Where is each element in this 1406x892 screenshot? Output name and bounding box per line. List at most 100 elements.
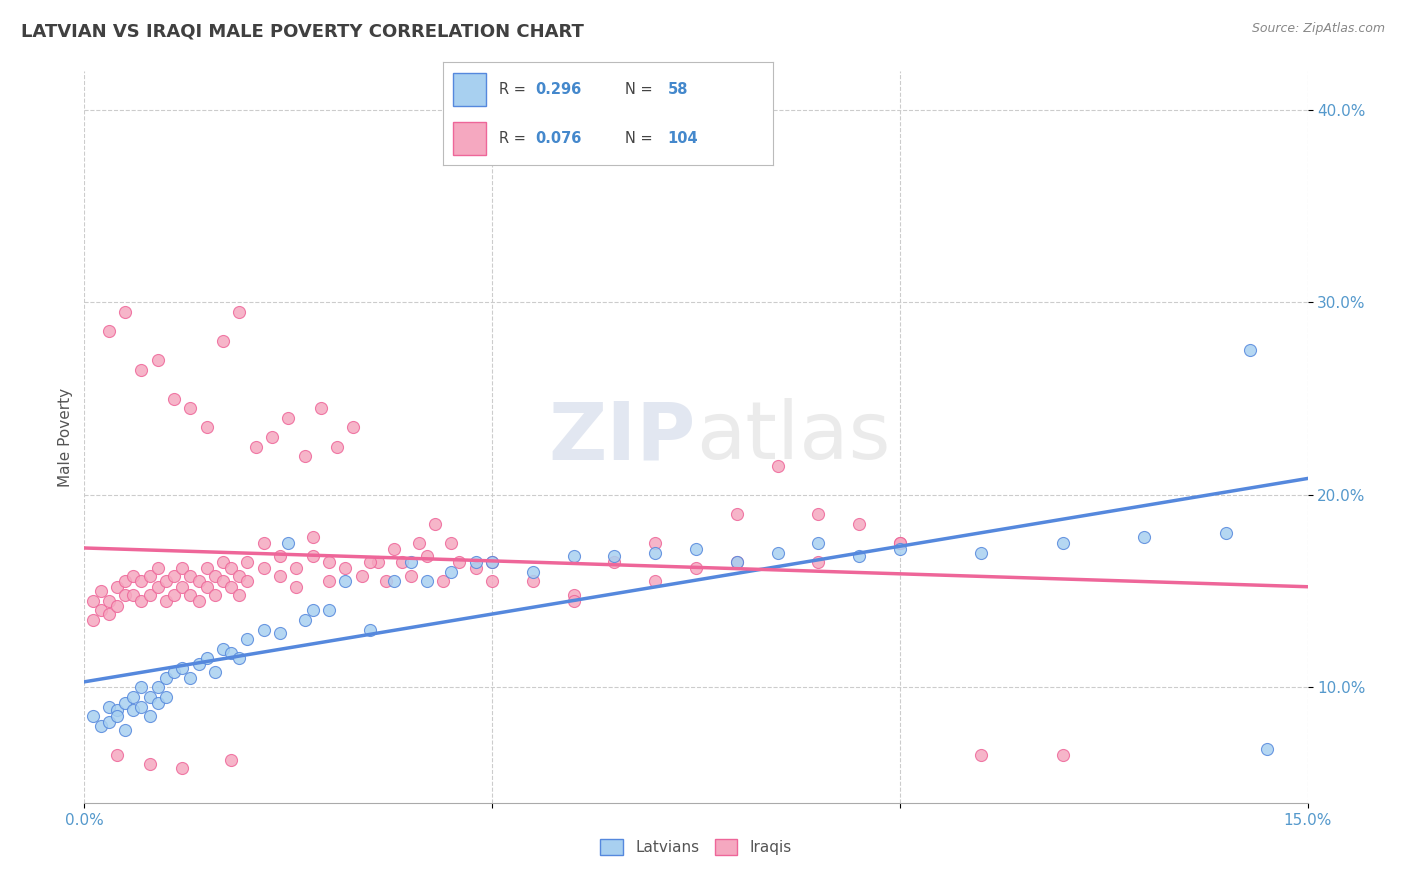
Point bbox=[464, 555, 486, 569]
Point bbox=[440, 536, 463, 550]
Point bbox=[82, 709, 104, 723]
Point bbox=[562, 593, 585, 607]
Point bbox=[889, 536, 911, 550]
Point bbox=[522, 574, 544, 589]
Point bbox=[155, 593, 177, 607]
Point bbox=[219, 580, 242, 594]
Point bbox=[219, 646, 242, 660]
Point bbox=[212, 334, 235, 348]
Point bbox=[195, 580, 218, 594]
Point bbox=[105, 580, 128, 594]
Point bbox=[212, 574, 235, 589]
Point bbox=[685, 541, 707, 556]
Point bbox=[122, 703, 145, 717]
Point bbox=[138, 757, 160, 772]
Point bbox=[131, 362, 153, 376]
Point bbox=[766, 458, 789, 473]
Text: 104: 104 bbox=[668, 131, 699, 146]
Point bbox=[179, 568, 201, 582]
Point bbox=[163, 568, 186, 582]
Point bbox=[146, 681, 169, 695]
Point bbox=[644, 545, 666, 559]
Text: N =: N = bbox=[624, 81, 657, 96]
Point bbox=[146, 696, 169, 710]
Text: R =: R = bbox=[499, 81, 530, 96]
Point bbox=[807, 555, 830, 569]
Text: N =: N = bbox=[624, 131, 657, 146]
Point bbox=[187, 657, 209, 672]
Point bbox=[131, 681, 153, 695]
Text: 58: 58 bbox=[668, 81, 688, 96]
Point bbox=[603, 555, 626, 569]
Point bbox=[187, 593, 209, 607]
Point bbox=[187, 574, 209, 589]
Point bbox=[172, 580, 194, 594]
Point bbox=[481, 574, 503, 589]
FancyBboxPatch shape bbox=[453, 73, 486, 105]
Point bbox=[807, 536, 830, 550]
Point bbox=[562, 549, 585, 564]
Point bbox=[644, 574, 666, 589]
Point bbox=[105, 599, 128, 614]
Point bbox=[294, 613, 316, 627]
Point bbox=[236, 632, 259, 647]
Text: 0.076: 0.076 bbox=[536, 131, 582, 146]
Point bbox=[848, 549, 870, 564]
Point bbox=[163, 392, 186, 406]
Point bbox=[807, 507, 830, 521]
Point bbox=[204, 665, 226, 679]
Point bbox=[318, 574, 340, 589]
Point bbox=[318, 555, 340, 569]
Point bbox=[1133, 530, 1156, 544]
Point bbox=[90, 584, 112, 599]
Point bbox=[131, 699, 153, 714]
Point bbox=[359, 555, 381, 569]
Point bbox=[122, 588, 145, 602]
Point bbox=[236, 574, 259, 589]
Y-axis label: Male Poverty: Male Poverty bbox=[58, 387, 73, 487]
Point bbox=[179, 588, 201, 602]
Point bbox=[1239, 343, 1261, 358]
Point bbox=[644, 536, 666, 550]
Text: R =: R = bbox=[499, 131, 530, 146]
Text: Source: ZipAtlas.com: Source: ZipAtlas.com bbox=[1251, 22, 1385, 36]
Point bbox=[416, 549, 439, 564]
Point bbox=[228, 568, 250, 582]
Point bbox=[97, 324, 120, 338]
Point bbox=[97, 699, 120, 714]
Point bbox=[449, 555, 471, 569]
Point bbox=[294, 450, 316, 464]
Point bbox=[1052, 747, 1074, 762]
Point bbox=[105, 709, 128, 723]
Point bbox=[416, 574, 439, 589]
Point bbox=[440, 565, 463, 579]
Point bbox=[1256, 742, 1278, 756]
Point bbox=[260, 430, 283, 444]
Point bbox=[155, 574, 177, 589]
Point bbox=[245, 440, 267, 454]
Point bbox=[97, 607, 120, 622]
Point bbox=[155, 690, 177, 704]
Point bbox=[562, 588, 585, 602]
Point bbox=[359, 623, 381, 637]
Text: 0.296: 0.296 bbox=[536, 81, 582, 96]
Point bbox=[970, 545, 993, 559]
Point bbox=[131, 593, 153, 607]
Point bbox=[269, 549, 291, 564]
Point bbox=[172, 561, 194, 575]
Point bbox=[138, 588, 160, 602]
Point bbox=[766, 545, 789, 559]
Point bbox=[146, 353, 169, 368]
Point bbox=[228, 651, 250, 665]
Point bbox=[219, 754, 242, 768]
Point bbox=[350, 568, 373, 582]
Point bbox=[163, 588, 186, 602]
Point bbox=[179, 671, 201, 685]
Text: ZIP: ZIP bbox=[548, 398, 696, 476]
Point bbox=[423, 516, 446, 531]
Point bbox=[204, 588, 226, 602]
Point bbox=[82, 613, 104, 627]
Point bbox=[219, 561, 242, 575]
Point bbox=[367, 555, 389, 569]
Point bbox=[301, 549, 323, 564]
